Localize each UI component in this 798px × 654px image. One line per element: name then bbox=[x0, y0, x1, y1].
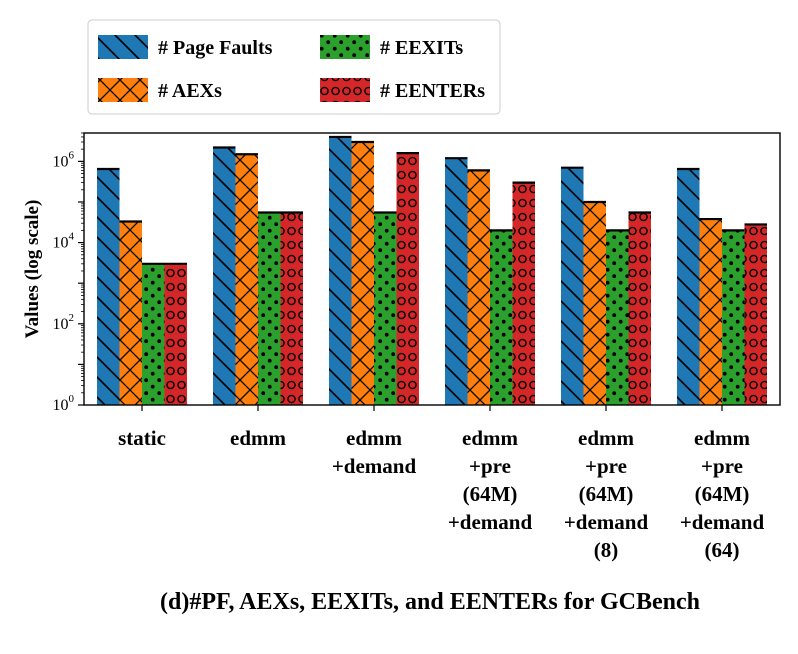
bar-hatch bbox=[258, 212, 281, 405]
bar-eenters-2 bbox=[280, 211, 303, 405]
bar-eexits-6 bbox=[722, 229, 745, 405]
bar-page-faults-4 bbox=[445, 157, 468, 405]
bar-eexits-4 bbox=[490, 229, 513, 405]
y-axis-label: Values (log scale) bbox=[22, 200, 43, 339]
bar-hatch bbox=[744, 224, 767, 405]
bar-eexits-3 bbox=[374, 211, 397, 405]
bar-eenters-6 bbox=[744, 223, 767, 405]
chart-caption: (d)#PF, AEXs, EEXITs, and EENTERs for GC… bbox=[160, 589, 700, 615]
bar-page-faults-3 bbox=[329, 135, 352, 405]
bar-hatch bbox=[396, 153, 419, 405]
legend-swatch-hatch bbox=[98, 78, 148, 102]
bar-eenters-4 bbox=[512, 181, 535, 405]
x-axis: static edmm edmm +demand edmm +pre (64M) +deman… bbox=[118, 405, 764, 562]
legend-entry: # EENTERs bbox=[320, 78, 485, 102]
bar-hatch bbox=[97, 168, 120, 405]
legend-frame bbox=[87, 19, 501, 115]
legend-entry: # EEXITs bbox=[320, 35, 463, 59]
x-tick-label: static bbox=[118, 426, 166, 450]
bar-page-faults-5 bbox=[561, 166, 584, 405]
legend-entry: # Page Faults bbox=[98, 35, 273, 59]
legend-swatch-hatch bbox=[320, 35, 370, 59]
bar-hatch bbox=[699, 219, 722, 405]
x-tick-label: edmm +pre (64M) +demand bbox=[448, 426, 533, 534]
legend-swatch-hatch bbox=[320, 78, 370, 102]
plot-area: 100 102 104 106 static edmm edmm +demand edmm +p… bbox=[53, 132, 781, 562]
bar-aexs-4 bbox=[467, 169, 490, 405]
bar-hatch bbox=[606, 230, 629, 405]
bar-hatch bbox=[722, 230, 745, 405]
bar-aexs-6 bbox=[699, 217, 722, 405]
x-tick-label: edmm bbox=[230, 426, 286, 450]
bar-eexits-5 bbox=[606, 229, 629, 405]
legend-label: # EEXITs bbox=[380, 37, 463, 59]
bar-hatch bbox=[329, 136, 352, 405]
bar-eexits-1 bbox=[142, 262, 165, 405]
bar-hatch bbox=[677, 168, 700, 405]
bar-hatch bbox=[280, 212, 303, 405]
bar-hatch bbox=[142, 263, 165, 405]
bar-eenters-5 bbox=[628, 211, 651, 405]
bar-hatch bbox=[512, 182, 535, 405]
legend-label: # AEXs bbox=[158, 80, 222, 102]
legend-entry: # AEXs bbox=[98, 78, 222, 102]
bar-hatch bbox=[561, 167, 584, 405]
bar-page-faults-6 bbox=[677, 167, 700, 405]
plot-frame bbox=[83, 132, 781, 406]
bar-hatch bbox=[445, 158, 468, 405]
bar-eenters-3 bbox=[396, 151, 419, 405]
bar-aexs-1 bbox=[119, 220, 142, 405]
bar-hatch bbox=[164, 263, 187, 405]
bar-aexs-3 bbox=[351, 140, 374, 405]
bar-hatch bbox=[351, 142, 374, 405]
bar-aexs-2 bbox=[235, 153, 258, 405]
bar-hatch bbox=[213, 147, 236, 405]
bar-hatch bbox=[467, 170, 490, 405]
bar-hatch bbox=[119, 221, 142, 405]
y-tick-label: 102 bbox=[53, 312, 75, 333]
y-tick-label: 100 bbox=[53, 393, 75, 414]
legend: # Page Faults # AEXs # EEXITs # EENTERs bbox=[87, 19, 501, 115]
x-tick-label: edmm +demand bbox=[332, 426, 417, 478]
x-tick-label: edmm +pre (64M) +demand (8) bbox=[564, 426, 649, 562]
y-tick-label: 104 bbox=[53, 231, 75, 252]
legend-swatch-hatch bbox=[98, 35, 148, 59]
bar-eexits-2 bbox=[258, 211, 281, 405]
bar-hatch bbox=[374, 212, 397, 405]
bar-hatch bbox=[583, 201, 606, 405]
bar-aexs-5 bbox=[583, 200, 606, 405]
bars bbox=[97, 135, 767, 405]
bar-page-faults-1 bbox=[97, 167, 120, 405]
legend-label: # Page Faults bbox=[158, 37, 273, 59]
y-tick-label: 106 bbox=[53, 149, 75, 170]
legend-label: # EENTERs bbox=[380, 80, 485, 102]
y-axis: 100 102 104 106 bbox=[53, 132, 84, 414]
bar-hatch bbox=[490, 230, 513, 405]
x-tick-label: edmm +pre (64M) +demand (64) bbox=[680, 426, 765, 562]
bar-page-faults-2 bbox=[213, 146, 236, 405]
bar-eenters-1 bbox=[164, 262, 187, 405]
bar-hatch bbox=[235, 154, 258, 405]
bar-hatch bbox=[628, 212, 651, 405]
